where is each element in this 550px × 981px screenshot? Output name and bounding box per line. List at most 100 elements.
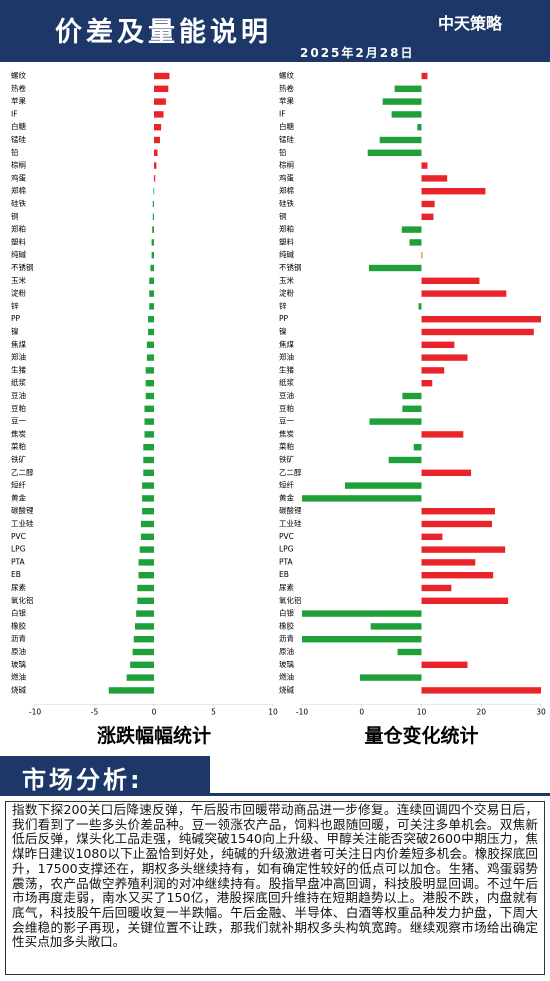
bar	[409, 239, 422, 246]
x-tick-label: 20	[476, 707, 486, 716]
bar	[421, 188, 486, 195]
bar	[421, 200, 435, 208]
category-label: 碳酸锂	[11, 505, 34, 515]
bar	[154, 72, 170, 80]
category-label: 短纤	[279, 480, 294, 490]
bar	[421, 380, 433, 387]
category-label: 生猪	[279, 364, 294, 374]
bar	[421, 252, 423, 259]
category-label: 焦煤	[279, 339, 294, 349]
bar	[421, 341, 455, 348]
category-label: 烧碱	[11, 684, 26, 694]
category-label: 铅	[11, 147, 19, 157]
category-label: 螺纹	[11, 70, 26, 80]
category-label: 乙二醇	[11, 467, 34, 477]
category-label: PVC	[279, 532, 294, 541]
category-label: 铅	[279, 147, 287, 157]
category-label: 郑粕	[279, 224, 294, 234]
bar	[134, 623, 154, 630]
category-label: 铁矿	[11, 454, 26, 464]
category-label: 玉米	[279, 275, 294, 285]
bar	[154, 111, 164, 118]
category-label: 原油	[279, 646, 294, 656]
category-label: 豆一	[279, 417, 294, 426]
category-label: 硅铁	[279, 198, 294, 208]
category-label: 工业硅	[11, 518, 34, 528]
category-label: 锌	[11, 300, 19, 310]
bar	[154, 175, 156, 182]
bar	[145, 380, 154, 387]
category-label: 燃油	[279, 672, 294, 682]
bar	[140, 520, 154, 528]
category-label: 橡胶	[11, 620, 26, 630]
category-label: 碳酸锂	[279, 505, 302, 515]
bar	[391, 111, 422, 118]
bar	[143, 456, 154, 464]
category-label: 郑棉	[279, 185, 294, 195]
category-label: 原油	[11, 646, 26, 656]
bar	[421, 546, 506, 553]
bar	[388, 456, 422, 464]
bar	[150, 264, 154, 272]
category-label: 豆粕	[11, 403, 26, 413]
category-label: 热卷	[11, 83, 26, 93]
bar	[345, 482, 422, 489]
category-label: 橡胶	[279, 620, 294, 630]
bar	[370, 623, 422, 630]
category-label: 尿素	[11, 582, 26, 592]
category-label: 塑料	[11, 236, 26, 246]
bar	[421, 520, 493, 528]
bar	[126, 674, 154, 681]
category-label: 镍	[11, 326, 19, 336]
bar	[136, 610, 154, 617]
x-tick-label: 0	[359, 707, 364, 716]
category-label: 热卷	[279, 83, 294, 93]
category-label: 菜粕	[279, 441, 294, 451]
bar	[142, 482, 154, 489]
category-label: 尿素	[279, 582, 294, 592]
category-label: 工业硅	[279, 518, 302, 528]
bar	[369, 418, 422, 425]
category-label: 郑棉	[11, 185, 26, 195]
bar	[421, 508, 495, 515]
category-label: 焦煤	[11, 339, 26, 349]
category-label: 郑油	[279, 352, 294, 362]
bar	[397, 648, 422, 656]
bar	[146, 341, 154, 348]
bar	[421, 316, 541, 323]
category-label: 短纤	[11, 480, 26, 490]
category-label: EB	[11, 570, 21, 579]
category-label: 白糖	[11, 121, 26, 131]
x-axis-title: 涨跌幅幅统计	[97, 724, 211, 747]
bar	[140, 533, 154, 540]
bar	[154, 124, 162, 131]
bar	[401, 226, 422, 233]
category-label: PP	[11, 314, 21, 323]
category-label: 燃油	[11, 672, 26, 682]
bar	[148, 316, 154, 323]
bar	[144, 405, 154, 412]
x-tick-label: -10	[29, 707, 41, 716]
category-label: 氧化铝	[11, 595, 34, 605]
bar	[152, 213, 154, 220]
bar	[146, 354, 154, 361]
category-label: LPG	[11, 545, 26, 554]
category-label: IF	[279, 109, 286, 118]
bar	[421, 687, 541, 694]
category-label: 豆粕	[279, 403, 294, 413]
category-label: 玉米	[11, 275, 26, 285]
bar	[421, 328, 534, 336]
category-label: LPG	[279, 545, 294, 554]
category-label: 棕榈	[11, 160, 26, 170]
category-label: 塑料	[279, 236, 294, 246]
bar	[142, 495, 154, 502]
header	[0, 0, 550, 62]
category-label: 纯碱	[279, 249, 294, 259]
bar	[142, 508, 154, 515]
bar	[153, 188, 155, 195]
bar	[138, 572, 154, 579]
category-label: PP	[279, 314, 289, 323]
category-label: PVC	[11, 532, 26, 541]
